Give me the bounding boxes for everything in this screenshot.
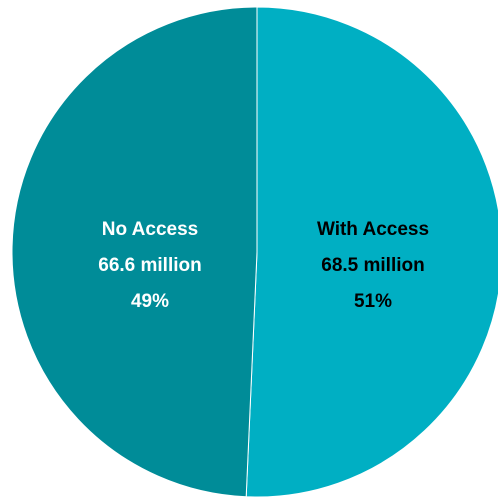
with-access-percent: 51% (354, 291, 392, 312)
with-access-label: With Access (317, 219, 429, 240)
with-access-value: 68.5 million (321, 255, 424, 276)
no-access-label: No Access (102, 219, 198, 240)
pie-slice-with-access (245, 6, 498, 498)
pie-slices (11, 6, 498, 498)
no-access-percent: 49% (131, 291, 169, 312)
no-access-value: 66.6 million (98, 255, 201, 276)
pie-slice-no-access (11, 6, 258, 498)
